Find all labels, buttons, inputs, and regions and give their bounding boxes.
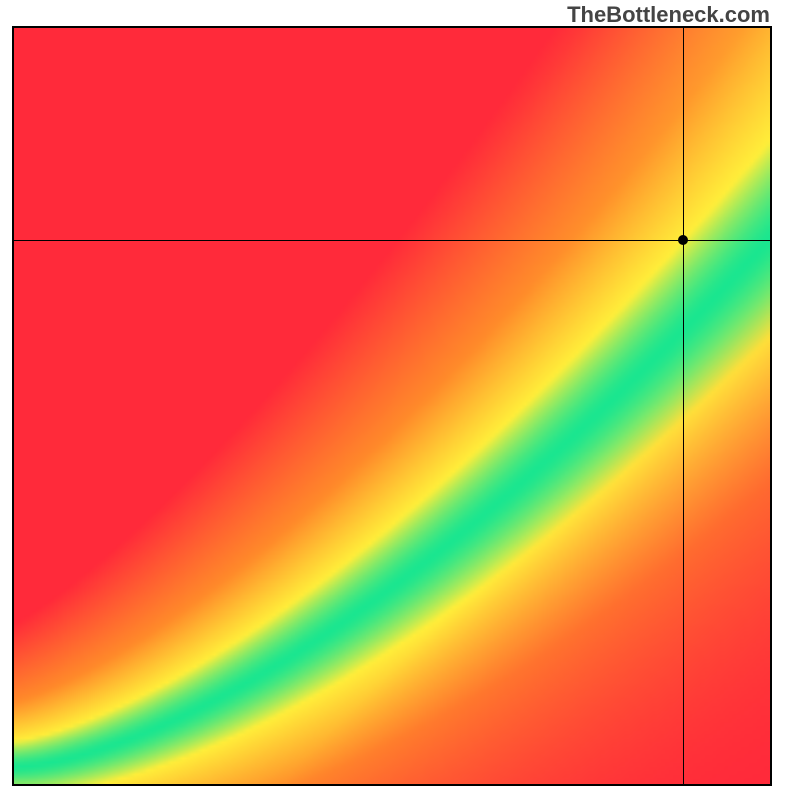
watermark-text: TheBottleneck.com [567,0,770,28]
chart-container: TheBottleneck.com [0,0,800,800]
crosshair-marker [678,235,688,245]
heatmap-canvas [14,28,770,784]
heatmap-plot [12,26,772,786]
crosshair-horizontal [14,240,770,241]
crosshair-vertical [683,28,684,784]
